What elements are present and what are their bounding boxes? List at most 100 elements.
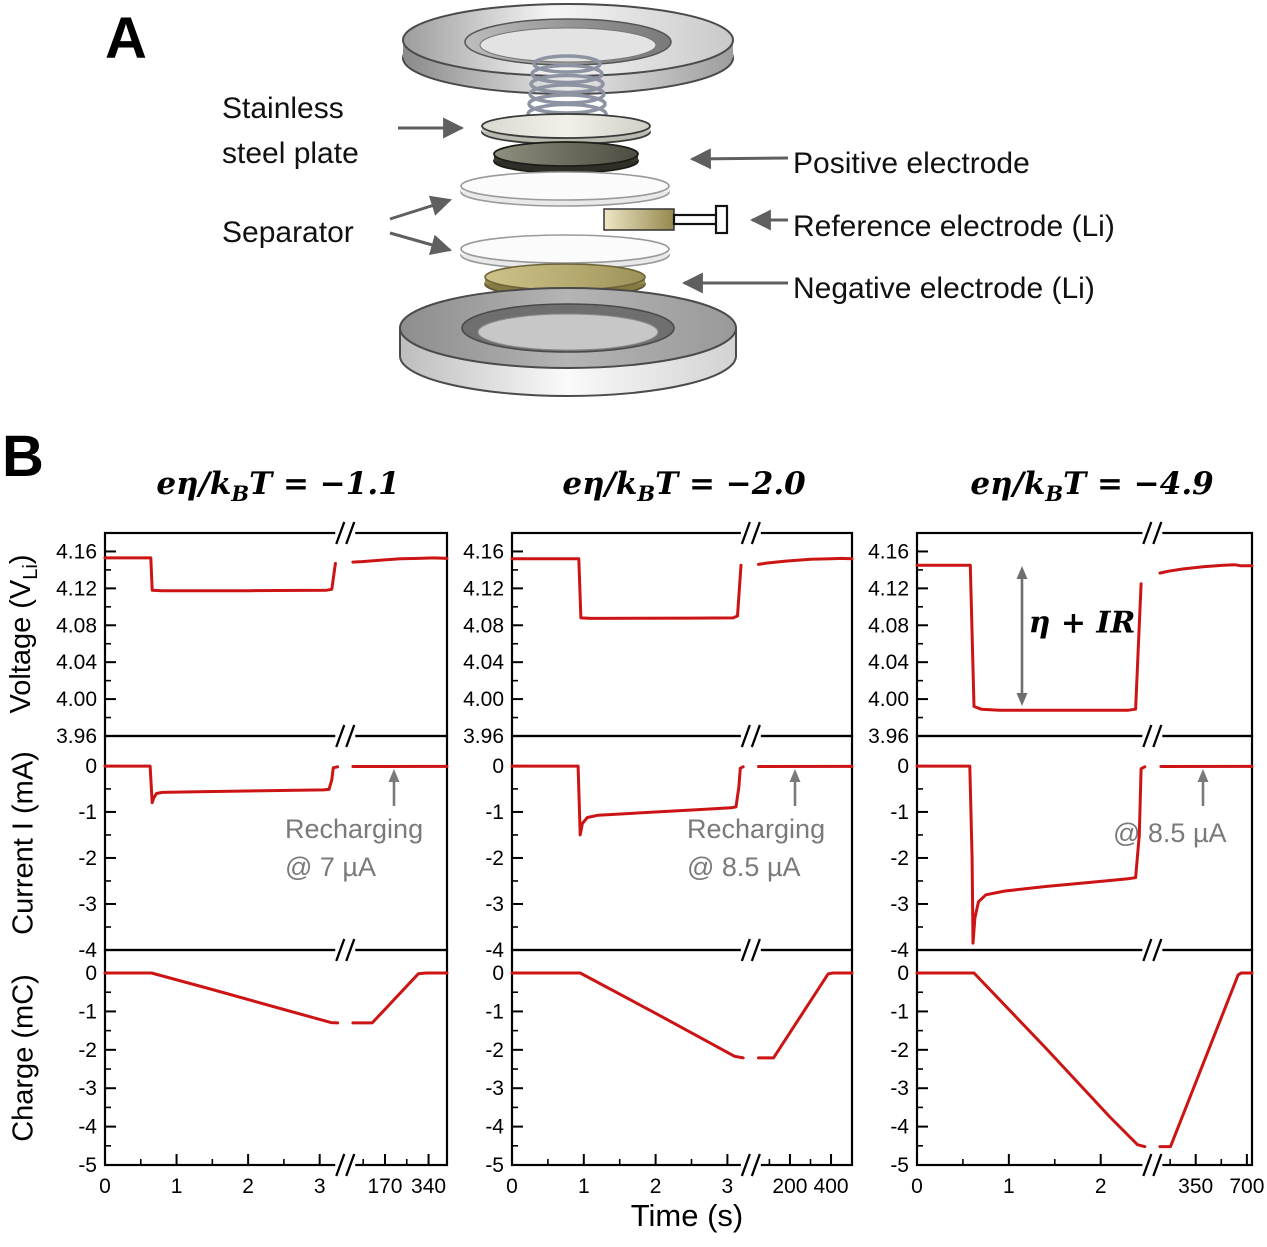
xtick-label: 700: [1229, 1175, 1264, 1198]
axis-break-mark: [1142, 1153, 1153, 1177]
plots-grid: 4.164.124.084.044.003.960-1-2-3-40-1-2-3…: [56, 521, 1264, 1198]
title3-lead: eη/k: [970, 466, 1046, 502]
annotation-col2-line2: @ 8.5 µA: [687, 852, 801, 883]
reference-electrode: [603, 204, 729, 235]
stainless-steel-plate: [481, 113, 651, 145]
voltage-series-col2: [757, 556, 854, 566]
charge-series-col1: [351, 971, 449, 1025]
xtick-label: 200: [772, 1175, 807, 1198]
voltage-ytick-label: 4.16: [463, 540, 504, 563]
separator-upper: [460, 171, 670, 207]
diagram-arrows: [389, 117, 789, 294]
separator-lower: [460, 234, 670, 270]
xtick-label: 400: [814, 1175, 849, 1198]
voltage-ytick-label: 4.12: [56, 577, 97, 600]
charge-ytick-label: -2: [890, 1039, 909, 1062]
time-axis-title: Time (s): [630, 1198, 744, 1233]
charge-series-col2: [757, 971, 854, 1060]
current-plot-frame-col1: [103, 734, 449, 952]
current-ytick-label: -2: [890, 847, 909, 870]
axis-break-mark: [1142, 724, 1153, 748]
voltage-ytick-label: 4.08: [868, 614, 909, 637]
charge-ytick-label: -5: [485, 1154, 504, 1177]
voltage-plot-frame-col2: [510, 531, 854, 738]
voltage-plot-frame-col1: [103, 531, 449, 738]
charge-ytick-label: -1: [890, 1000, 909, 1023]
charge-ytick-label: -5: [78, 1154, 97, 1177]
axis-break-mark: [1142, 938, 1153, 962]
panel-b-letter: B: [2, 424, 44, 489]
charge-series-col3: [915, 971, 1147, 1149]
voltage-series-col2: [510, 557, 743, 620]
voltage-ytick-label: 3.96: [868, 725, 909, 748]
current-ytick-label: -4: [890, 939, 909, 962]
axis-break-mark: [335, 1153, 346, 1177]
positive-electrode: [493, 141, 639, 174]
charge-ytick-label: -5: [890, 1154, 909, 1177]
annotation-recharging-col1: Recharging @ 7 µA: [285, 810, 423, 887]
voltage-ytick-label: 4.00: [463, 688, 504, 711]
charge-plot-frame-col2: [510, 948, 854, 1167]
current-series-col2: [510, 764, 745, 837]
voltage-ytick-label: 4.16: [56, 540, 97, 563]
voltage-ytick-label: 4.16: [868, 540, 909, 563]
annotation-recharging-col3: @ 8.5 µA: [1113, 814, 1227, 852]
charge-ytick-label: -1: [78, 1000, 97, 1023]
title1-tail: T = −1.1: [249, 466, 400, 502]
charge-ytick-label: 0: [492, 962, 504, 985]
panel-a-letter: A: [105, 6, 147, 71]
arrow-separator-lower: [389, 231, 453, 255]
charge-ytick-label: -3: [890, 1077, 909, 1100]
voltage-ytick-label: 4.04: [868, 651, 909, 674]
charge-ytick-label: -4: [485, 1116, 504, 1139]
annotation-recharging-col2: Recharging @ 8.5 µA: [687, 810, 825, 887]
charge-ytick-label: -4: [78, 1116, 97, 1139]
current-ytick-label: -2: [485, 847, 504, 870]
xtick-label: 2: [242, 1175, 254, 1198]
current-ytick-label: -4: [485, 939, 504, 962]
top-cap: [402, 3, 734, 95]
voltage-ytick-label: 4.08: [463, 614, 504, 637]
current-series-col3: [915, 764, 1147, 945]
voltage-plot-frame-col3: [915, 531, 1254, 738]
axis-break-mark: [740, 724, 751, 748]
axis-break-mark: [1142, 521, 1153, 545]
title2-tail: T = −2.0: [655, 466, 806, 502]
xtick-label: 1: [171, 1175, 183, 1198]
current-ytick-label: -3: [78, 893, 97, 916]
current-ytick-label: 0: [85, 755, 97, 778]
charge-series-col1: [103, 971, 340, 1025]
axis-break-mark: [740, 521, 751, 545]
axis-break-mark: [740, 1153, 751, 1177]
voltage-ytick-label: 4.00: [56, 688, 97, 711]
voltage-ytick-label: 4.08: [56, 614, 97, 637]
xtick-label: 0: [506, 1175, 518, 1198]
annotation-col1-line2: @ 7 µA: [285, 852, 376, 883]
xtick-label: 3: [314, 1175, 326, 1198]
axis-break-mark: [335, 521, 346, 545]
voltage-series-col3: [1158, 563, 1254, 575]
voltage-series-col1: [103, 556, 337, 593]
axis-break-mark: [335, 938, 346, 962]
current-ytick-label: -4: [78, 939, 97, 962]
voltage-ytick-label: 4.12: [463, 577, 504, 600]
voltage-series-col1: [351, 556, 449, 564]
column-title-2: eη/kBT = −2.0: [562, 466, 805, 506]
xtick-label: 1: [1003, 1175, 1015, 1198]
label-stainless-steel-plate: Stainless steel plate: [222, 86, 359, 176]
voltage-series-col3: [915, 563, 1143, 712]
charge-plot-frame-col3: [915, 948, 1254, 1167]
voltage-ytick-label: 4.00: [868, 688, 909, 711]
xtick-label: 340: [411, 1175, 446, 1198]
charge-ytick-label: -2: [78, 1039, 97, 1062]
xtick-label: 1: [578, 1175, 590, 1198]
current-ytick-label: -1: [890, 801, 909, 824]
label-reference-electrode: Reference electrode (Li): [793, 210, 1115, 243]
xtick-label: 0: [911, 1175, 923, 1198]
current-ytick-label: 0: [897, 755, 909, 778]
arrow-separator-upper: [389, 195, 453, 221]
current-series-col1: [103, 764, 340, 805]
label-positive-electrode: Positive electrode: [793, 147, 1030, 180]
current-plot-frame-col2: [510, 734, 854, 952]
